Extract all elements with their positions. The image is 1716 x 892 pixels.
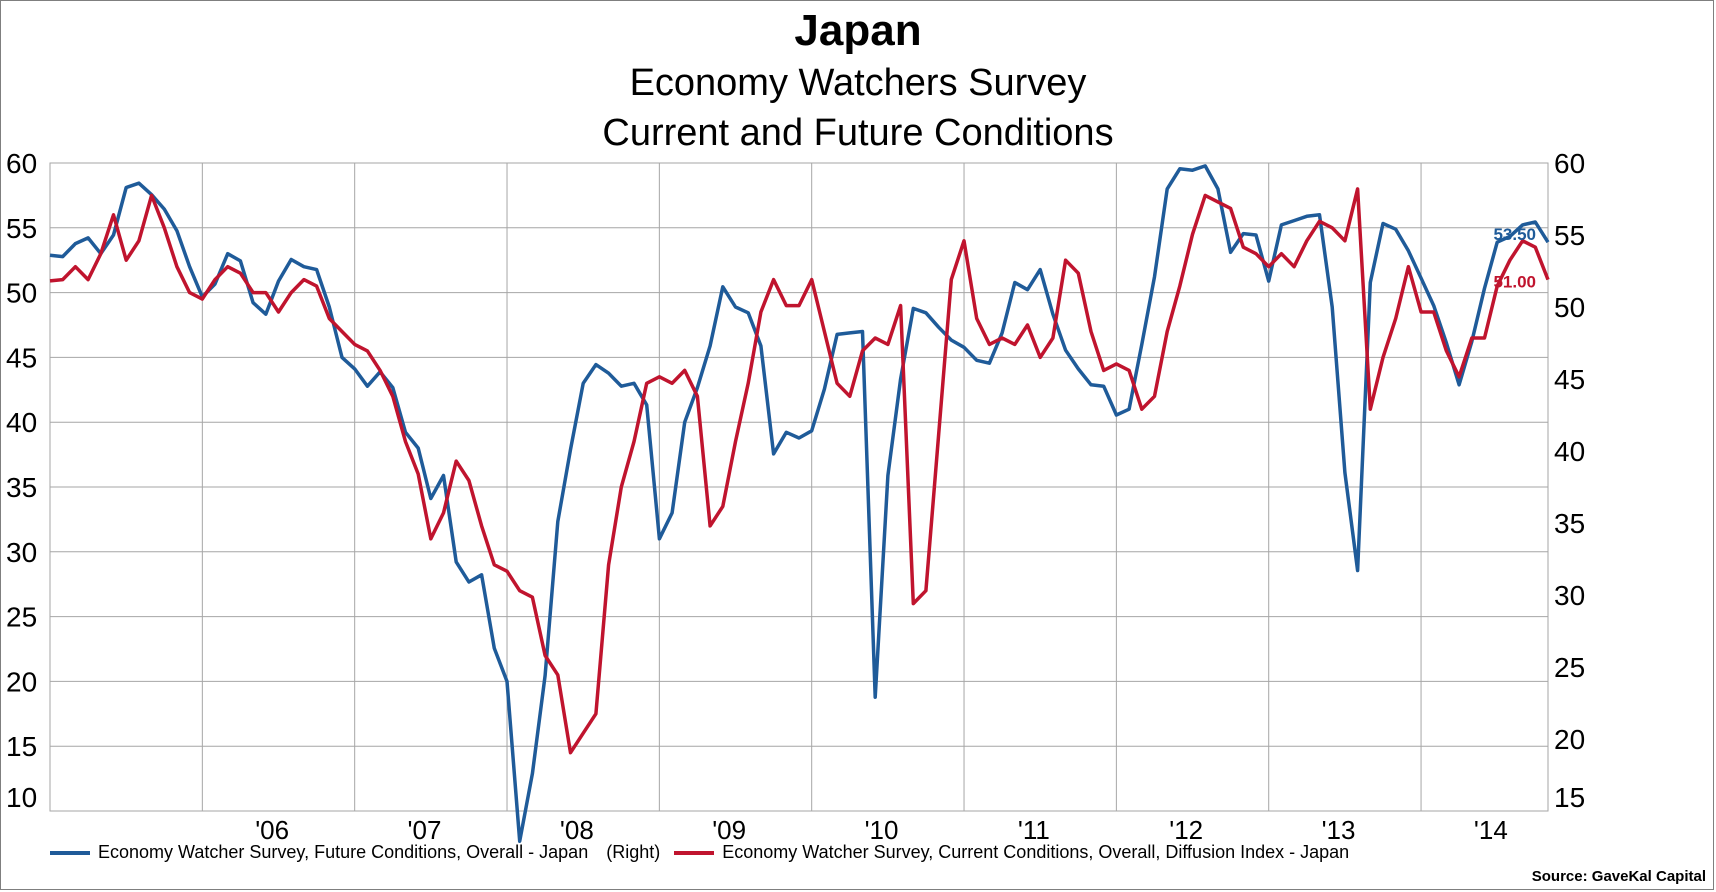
y-right-tick-label: 30: [1554, 580, 1585, 611]
legend-axis-note: (Right): [606, 842, 661, 862]
y-left-tick-label: 20: [6, 666, 37, 697]
chart-subtitle-line-1: Economy Watchers Survey: [629, 62, 1087, 104]
y-right-tick-label: 45: [1554, 364, 1585, 395]
x-tick-label: '08: [560, 815, 594, 845]
x-tick-label: '07: [408, 815, 442, 845]
end-label-future: 53.50: [1493, 225, 1536, 244]
y-right-tick-label: 40: [1554, 436, 1585, 467]
legend-swatch-future: [50, 850, 90, 855]
y-left-tick-label: 10: [6, 782, 37, 813]
legend-swatch-current: [674, 850, 715, 855]
y-left-tick-label: 25: [6, 602, 37, 633]
y-left-tick-label: 15: [6, 731, 37, 762]
legend-item-future: Economy Watcher Survey, Future Condition…: [50, 842, 674, 863]
x-tick-label: '11: [1018, 815, 1050, 845]
x-tick-label: '14: [1474, 815, 1508, 845]
y-right-tick-label: 50: [1554, 292, 1585, 323]
y-right-tick-label: 20: [1554, 724, 1585, 755]
y-left-tick-label: 40: [6, 407, 37, 438]
y-left-tick-label: 60: [6, 148, 37, 179]
series-line-current-conditions: [49, 187, 1550, 755]
y-right-tick-label: 35: [1554, 508, 1585, 539]
y-right-tick-label: 60: [1554, 148, 1585, 179]
y-right-tick-label: 15: [1554, 782, 1585, 813]
y-right-tick-label: 55: [1554, 220, 1585, 251]
legend: Economy Watcher Survey, Future Condition…: [50, 842, 1349, 863]
chart-subtitle-line-2: Current and Future Conditions: [602, 112, 1114, 154]
y-left-tick-label: 50: [6, 278, 37, 309]
series-line-future-conditions: [49, 164, 1550, 843]
y-left-tick-label: 45: [6, 342, 37, 373]
legend-label-current: Economy Watcher Survey, Current Conditio…: [722, 842, 1350, 862]
y-left-tick-label: 55: [6, 213, 37, 244]
source-note: Source: GaveKal Capital: [1531, 868, 1706, 885]
x-tick-label: '12: [1169, 815, 1203, 845]
x-tick-label: '06: [255, 815, 289, 845]
x-tick-label: '13: [1322, 815, 1356, 845]
x-tick-label: '10: [865, 815, 899, 845]
y-right-tick-label: 25: [1554, 652, 1585, 683]
y-left-tick-label: 35: [6, 472, 37, 503]
x-tick-label: '09: [712, 815, 746, 845]
legend-item-current: Economy Watcher Survey, Current Conditio…: [674, 842, 1349, 863]
legend-label-future: Economy Watcher Survey, Future Condition…: [98, 842, 589, 862]
chart-title: Japan: [794, 6, 922, 55]
end-label-current: 51.00: [1493, 273, 1536, 292]
plot-area: [49, 162, 1549, 812]
y-left-tick-label: 30: [6, 537, 37, 568]
